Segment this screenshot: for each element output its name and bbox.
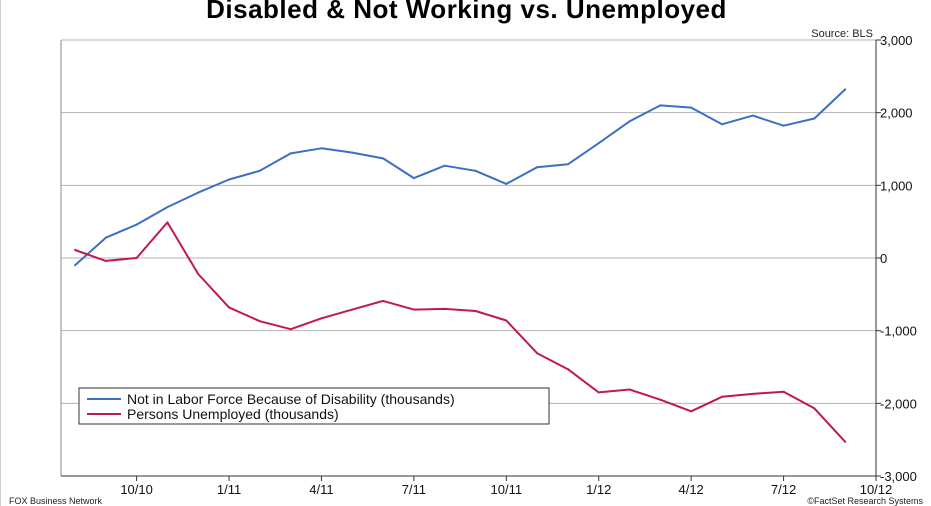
series-line-unemployed bbox=[74, 221, 846, 443]
data-point bbox=[289, 152, 292, 155]
data-point bbox=[505, 182, 508, 185]
data-point bbox=[258, 169, 261, 172]
data-point bbox=[197, 272, 200, 275]
data-point bbox=[720, 123, 723, 126]
data-point bbox=[690, 410, 693, 413]
data-point bbox=[74, 264, 76, 267]
data-point bbox=[74, 249, 76, 252]
data-point bbox=[474, 310, 477, 313]
data-point bbox=[320, 147, 323, 150]
data-point bbox=[782, 390, 785, 393]
source-note: Source: BLS bbox=[811, 28, 873, 40]
y-tick-label: -2,000 bbox=[880, 396, 917, 411]
x-tick-label: 4/12 bbox=[678, 482, 703, 497]
data-point bbox=[412, 308, 415, 311]
data-point bbox=[597, 142, 600, 145]
data-point bbox=[751, 392, 754, 395]
data-point bbox=[228, 306, 231, 309]
data-point bbox=[104, 259, 107, 262]
data-point bbox=[289, 328, 292, 331]
gridlines bbox=[61, 39, 876, 404]
data-point bbox=[597, 391, 600, 394]
data-point bbox=[412, 177, 415, 180]
data-point bbox=[320, 317, 323, 320]
x-tick-label: 1/11 bbox=[217, 482, 241, 497]
x-tick-label: 7/12 bbox=[771, 482, 796, 497]
data-point bbox=[659, 104, 662, 107]
legend: Not in Labor Force Because of Disability… bbox=[78, 387, 550, 425]
data-point bbox=[720, 395, 723, 398]
data-point bbox=[351, 151, 354, 154]
data-point bbox=[382, 299, 385, 302]
data-point bbox=[258, 320, 261, 323]
data-point bbox=[505, 319, 508, 322]
data-point bbox=[351, 308, 354, 311]
data-point bbox=[228, 178, 231, 181]
x-tick-labels: 10/10 1/11 4/11 7/11 10/11 1/12 4/12 7/12 10/12 bbox=[120, 482, 892, 497]
data-point bbox=[782, 124, 785, 127]
y-tick-label: 1,000 bbox=[880, 178, 913, 193]
legend-label-disability: Not in Labor Force Because of Disability… bbox=[127, 391, 455, 407]
data-point bbox=[659, 398, 662, 401]
data-point bbox=[844, 440, 847, 443]
data-point bbox=[474, 169, 477, 172]
data-point bbox=[813, 407, 816, 410]
data-point bbox=[751, 114, 754, 117]
y-tick-labels: 3,000 2,000 1,000 0 -1,000 -2,000 -3,000 bbox=[880, 33, 917, 484]
x-tick-label: 1/12 bbox=[586, 482, 611, 497]
data-point bbox=[690, 106, 693, 109]
data-point bbox=[628, 388, 631, 391]
y-tick-label: -3,000 bbox=[880, 469, 917, 484]
data-point bbox=[135, 223, 138, 226]
y-tick-label: 0 bbox=[880, 251, 887, 266]
series-line-disability bbox=[74, 88, 846, 267]
data-point bbox=[104, 236, 107, 239]
x-tick-label: 10/12 bbox=[860, 482, 893, 497]
x-tick-label: 10/10 bbox=[120, 482, 153, 497]
series-lines bbox=[74, 88, 847, 443]
footer-copyright: ©FactSet Research Systems bbox=[807, 496, 923, 506]
data-point bbox=[197, 191, 200, 194]
footer-network: FOX Business Network bbox=[9, 496, 103, 506]
x-tick-label: 7/11 bbox=[402, 482, 426, 497]
data-point bbox=[443, 307, 446, 310]
chart-title: Disabled & Not Working vs. Unemployed bbox=[206, 0, 727, 24]
data-point bbox=[166, 221, 169, 224]
data-point bbox=[135, 257, 138, 259]
data-point bbox=[628, 120, 631, 123]
data-point bbox=[566, 163, 569, 166]
data-point bbox=[536, 352, 539, 355]
axes bbox=[60, 39, 881, 481]
y-tick-label: -1,000 bbox=[880, 324, 917, 339]
data-point bbox=[166, 206, 169, 209]
data-point bbox=[844, 88, 847, 91]
x-tick-label: 4/11 bbox=[309, 482, 333, 497]
data-point bbox=[443, 164, 446, 167]
data-point bbox=[566, 368, 569, 371]
y-tick-label: 3,000 bbox=[880, 33, 913, 48]
data-point bbox=[382, 157, 385, 160]
legend-label-unemployed: Persons Unemployed (thousands) bbox=[127, 406, 339, 422]
data-point bbox=[536, 166, 539, 169]
legend-box bbox=[78, 387, 550, 425]
y-tick-label: 2,000 bbox=[880, 106, 913, 121]
x-tick-label: 10/11 bbox=[491, 482, 523, 497]
data-point bbox=[813, 117, 816, 120]
